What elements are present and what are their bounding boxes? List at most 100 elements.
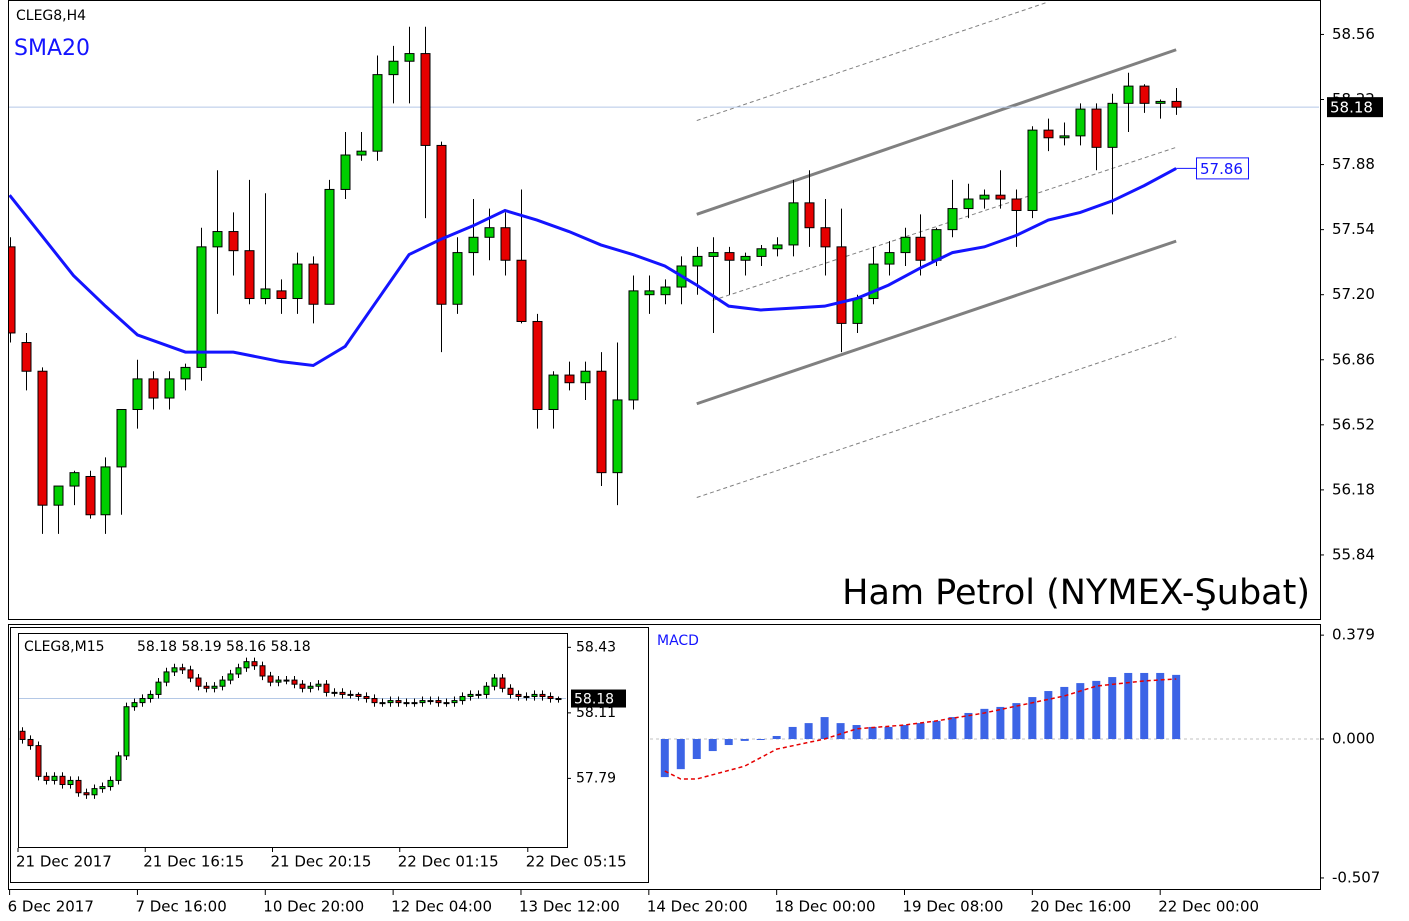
candle-body xyxy=(1171,100,1182,108)
channel-dashed-line xyxy=(696,1,1049,122)
sma-value-box xyxy=(1196,157,1249,180)
candle-body xyxy=(379,702,386,705)
candle-body xyxy=(107,779,114,788)
candle-body xyxy=(580,370,591,384)
candle-body xyxy=(555,698,562,701)
candle-body xyxy=(275,679,282,683)
y-tick-label: -0.507 xyxy=(1332,868,1380,886)
candle-body xyxy=(155,681,162,695)
y-tick-label: 0.000 xyxy=(1332,730,1375,748)
macd-bar xyxy=(660,739,669,778)
candle-body xyxy=(915,236,926,261)
x-tick-label: 22 Dec 00:00 xyxy=(1158,898,1259,916)
candle-body xyxy=(740,255,751,261)
candle-body xyxy=(59,775,66,786)
inset-quote: 58.18 58.19 58.16 58.18 xyxy=(137,639,311,655)
macd-bar xyxy=(900,725,909,740)
y-tick-label: 55.84 xyxy=(1332,545,1375,563)
candle-body xyxy=(371,698,378,704)
candle-body xyxy=(283,679,290,682)
candle-body xyxy=(1059,135,1070,139)
candle-body xyxy=(427,700,434,703)
candle-body xyxy=(1123,85,1134,104)
chart-symbol: CLEG8,H4 xyxy=(16,8,86,24)
macd-bar xyxy=(804,723,813,740)
candle-body xyxy=(228,231,239,252)
candle-body xyxy=(564,374,575,384)
candle-body xyxy=(1075,108,1086,137)
candle-body xyxy=(163,671,170,683)
macd-bar xyxy=(756,739,765,741)
candle-body xyxy=(196,246,207,368)
candle-body xyxy=(276,290,287,300)
candle-body xyxy=(628,290,639,401)
candle-body xyxy=(340,154,351,190)
candle-body xyxy=(75,779,82,794)
y-tick-label: 57.54 xyxy=(1332,220,1375,238)
macd-bar xyxy=(1140,672,1149,740)
candle-body xyxy=(435,700,442,704)
candle-body xyxy=(299,683,306,689)
candle-body xyxy=(459,695,466,702)
inset-x-tick-label: 21 Dec 16:15 xyxy=(143,853,244,871)
x-tick-label: 7 Dec 16:00 xyxy=(135,898,226,916)
candle-body xyxy=(475,693,482,696)
candle-body xyxy=(244,250,255,300)
channel-line xyxy=(696,48,1177,216)
y-tick-label: 58.11 xyxy=(576,705,616,721)
candle-body xyxy=(148,378,159,399)
candle-body xyxy=(195,677,202,687)
candle-body xyxy=(203,685,210,689)
candle-body xyxy=(1107,102,1118,148)
candle-body xyxy=(1139,85,1150,104)
y-tick-label: 56.52 xyxy=(1332,415,1375,433)
macd-bar xyxy=(1124,672,1133,740)
candle-body xyxy=(19,730,26,740)
macd-bar xyxy=(676,739,685,770)
candle-body xyxy=(315,683,322,687)
candle-body xyxy=(259,665,266,677)
candle-body xyxy=(37,370,48,506)
indicator-label: SMA20 xyxy=(14,36,90,61)
candle-body xyxy=(868,263,879,300)
candle-body xyxy=(692,255,703,267)
candle-body xyxy=(243,661,250,669)
candle-body xyxy=(21,342,32,372)
candle-body xyxy=(612,399,623,474)
candle-body xyxy=(139,698,146,704)
candle-body xyxy=(507,687,514,695)
macd-bar xyxy=(916,723,925,740)
y-tick-label: 57.88 xyxy=(1332,155,1375,173)
macd-bar xyxy=(964,712,973,740)
macd-bar xyxy=(1076,683,1085,740)
candle-body xyxy=(963,198,974,210)
candle-body xyxy=(115,755,122,781)
candle-body xyxy=(356,150,367,156)
candle-body xyxy=(995,194,1006,200)
candle-body xyxy=(227,673,234,681)
x-tick-label: 19 Dec 08:00 xyxy=(903,898,1004,916)
macd-bar xyxy=(692,739,701,760)
macd-bar xyxy=(1044,691,1053,740)
macd-bar xyxy=(724,739,733,746)
candle-body xyxy=(852,298,863,324)
candle-body xyxy=(708,252,719,257)
candle-body xyxy=(931,229,942,261)
candle-body xyxy=(979,194,990,200)
inset-plot xyxy=(19,657,566,799)
candle-body xyxy=(100,466,111,516)
candle-body xyxy=(387,700,394,704)
candle-body xyxy=(491,677,498,687)
candle-body xyxy=(307,685,314,689)
inset-x-tick-label: 21 Dec 2017 xyxy=(16,853,112,871)
candle-body xyxy=(532,320,543,411)
y-tick-label: 56.86 xyxy=(1332,350,1375,368)
x-tick-label: 6 Dec 2017 xyxy=(8,898,94,916)
candle-body xyxy=(467,693,474,697)
macd-bar xyxy=(740,739,749,741)
candle-body xyxy=(1043,129,1054,139)
macd-bar xyxy=(1060,686,1069,740)
candle-body xyxy=(355,693,362,697)
candle-body xyxy=(43,775,50,781)
